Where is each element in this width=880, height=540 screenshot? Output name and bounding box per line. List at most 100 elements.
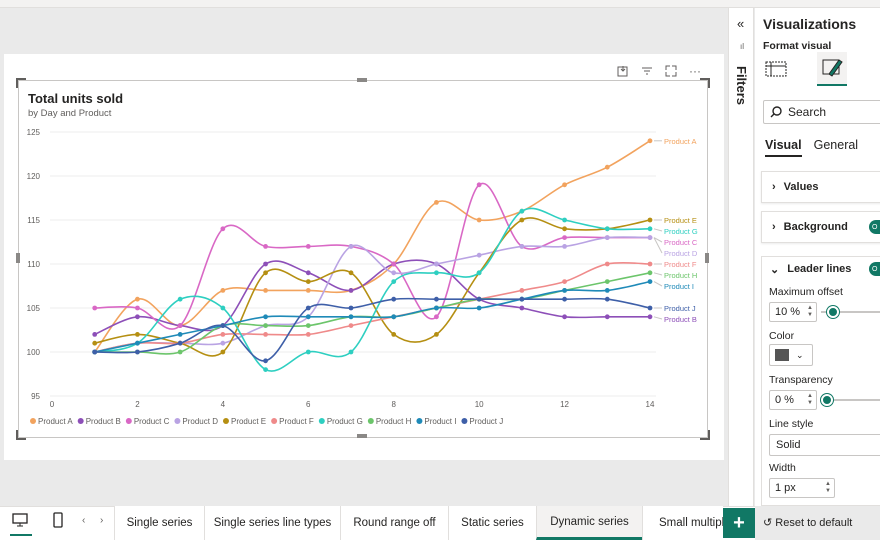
leader-line (653, 237, 663, 254)
data-point (604, 235, 610, 241)
y-tick-label: 100 (27, 348, 41, 357)
tab-general[interactable]: General (813, 138, 859, 152)
collapse-icon[interactable]: « (737, 16, 745, 31)
series-end-label: Product J (664, 304, 696, 313)
data-point (476, 252, 482, 258)
max-offset-input[interactable]: 10 % ▲ ▼ (769, 302, 817, 322)
data-point (177, 340, 183, 346)
data-point (476, 305, 482, 311)
max-offset-slider[interactable] (821, 311, 880, 313)
spin-arrows-icon[interactable]: ▲ ▼ (807, 305, 813, 318)
max-offset-slider-knob[interactable] (827, 306, 839, 318)
legend-marker (30, 418, 36, 424)
color-picker-button[interactable]: ⌄ (769, 344, 813, 366)
data-point (305, 323, 311, 328)
data-point (135, 332, 140, 337)
scroll-tabs-left-icon[interactable]: ‹ (82, 515, 86, 526)
resize-handle-top-left[interactable] (16, 78, 26, 88)
data-point (434, 332, 439, 337)
data-point (476, 217, 482, 223)
data-point (177, 349, 183, 355)
transparency-slider[interactable] (821, 399, 880, 401)
section-background[interactable]: › Background (761, 211, 880, 243)
data-point (519, 208, 525, 214)
section-background-label: Background (783, 221, 848, 233)
data-point (604, 261, 610, 267)
desktop-view-icon[interactable] (12, 512, 28, 531)
series-line (94, 272, 651, 355)
data-point (604, 296, 610, 302)
data-point (220, 288, 226, 293)
section-leader-lines[interactable]: ⌄ Leader lines (770, 263, 851, 276)
transparency-slider-knob[interactable] (821, 394, 833, 406)
page-tab-dynamic-series[interactable]: Dynamic series (536, 506, 642, 540)
resize-handle-top[interactable] (357, 78, 367, 82)
page-tab-small-multiple[interactable]: Small multiple (642, 506, 723, 540)
add-page-button[interactable]: + (723, 508, 755, 538)
resize-handle-top-right[interactable] (700, 78, 710, 88)
filters-label: Filters (734, 66, 749, 106)
data-point (519, 305, 525, 311)
resize-handle-bottom[interactable] (357, 434, 367, 438)
pin-icon[interactable] (614, 63, 632, 79)
line-style-dropdown[interactable]: Solid (769, 434, 880, 456)
section-values[interactable]: › Values (761, 171, 880, 203)
color-label: Color (769, 330, 795, 342)
y-tick-label: 115 (27, 216, 40, 225)
filter-bars-icon: ıl (740, 42, 744, 51)
data-point (391, 296, 397, 302)
resize-handle-left[interactable] (16, 253, 20, 263)
resize-handle-right[interactable] (705, 253, 709, 263)
line-chart-visual[interactable] (18, 80, 708, 438)
scroll-tabs-right-icon[interactable]: › (100, 515, 104, 526)
x-tick-label: 6 (306, 400, 311, 409)
chart-title: Total units sold (28, 91, 124, 106)
data-point (519, 288, 525, 293)
build-visual-icon[interactable] (765, 58, 787, 80)
focus-mode-icon[interactable] (662, 63, 680, 79)
data-point (263, 367, 268, 372)
resize-handle-bottom-left[interactable] (16, 430, 26, 440)
transparency-input[interactable]: 0 % ▲ ▼ (769, 390, 817, 410)
series-end-label: Product G (664, 227, 698, 236)
resize-handle-bottom-right[interactable] (700, 430, 710, 440)
spin-arrows-icon[interactable]: ▲ ▼ (807, 393, 813, 406)
data-point (647, 138, 653, 144)
legend-marker (125, 418, 132, 424)
width-input[interactable]: 1 px ▲ ▼ (769, 478, 835, 498)
section-values-label: Values (783, 181, 819, 193)
data-point (135, 314, 140, 320)
reset-to-default-button[interactable]: ↺ Reset to default (763, 516, 852, 529)
search-input[interactable]: Search (763, 100, 880, 124)
pane-title: Visualizations (763, 16, 857, 32)
filter-icon[interactable] (638, 63, 656, 79)
more-options-icon[interactable]: ··· (689, 64, 701, 78)
y-tick-label: 110 (27, 260, 40, 269)
filters-pane[interactable]: Filters (728, 8, 754, 506)
legend-marker (367, 418, 374, 424)
data-point (263, 261, 268, 267)
tab-visual[interactable]: Visual (765, 138, 802, 157)
series-end-label: Product I (664, 282, 694, 291)
data-point (92, 305, 98, 311)
mobile-view-icon[interactable] (52, 512, 64, 531)
page-tab-single-series-line-types[interactable]: Single series line types (204, 506, 340, 540)
page-tab-static-series[interactable]: Static series (448, 506, 536, 540)
data-point (135, 340, 140, 346)
format-tabs: Visual General (765, 138, 858, 157)
data-point (604, 279, 610, 284)
data-point (562, 288, 567, 293)
leader-lines-toggle[interactable]: O (869, 262, 880, 276)
page-tab-round-range-off[interactable]: Round range off (340, 506, 448, 540)
data-point (562, 217, 567, 223)
legend-marker (318, 418, 325, 424)
x-tick-label: 8 (391, 400, 396, 409)
data-point (476, 270, 482, 276)
data-point (135, 305, 140, 311)
spin-arrows-icon[interactable]: ▲ ▼ (825, 481, 831, 494)
format-visual-icon[interactable] (817, 52, 847, 86)
data-point (562, 296, 567, 302)
format-visual-label: Format visual (763, 40, 832, 52)
page-tab-single-series[interactable]: Single series (114, 506, 204, 540)
background-toggle[interactable]: O (869, 220, 880, 234)
